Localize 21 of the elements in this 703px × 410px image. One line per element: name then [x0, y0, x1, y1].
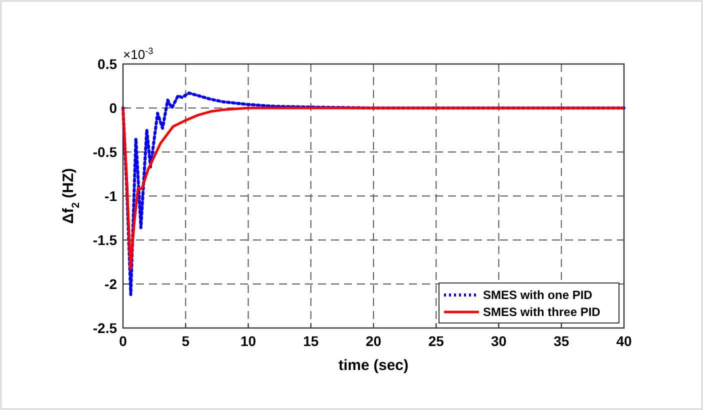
line-series	[122, 106, 626, 270]
x-axis-title: time (sec)	[338, 357, 409, 374]
y-tick-label: 0	[109, 100, 118, 116]
x-tick-label: 40	[616, 333, 632, 349]
y-tick-label: -1.5	[92, 232, 118, 248]
y-tick-label: -2.5	[92, 320, 118, 336]
x-tick-label: 0	[119, 333, 128, 349]
y-tick-label: 0.5	[98, 56, 118, 72]
y-tick-label: -1	[104, 188, 118, 204]
legend-label: SMES with one PID	[483, 288, 593, 302]
y-tick-label: -0.5	[92, 144, 118, 160]
x-tick-label: 30	[490, 333, 507, 349]
x-tick-label: 5	[182, 333, 190, 349]
x-tick-label: 20	[366, 333, 382, 349]
x-tick-label: 25	[428, 333, 444, 349]
x-tick-label: 35	[554, 333, 570, 349]
legend-label: SMES with three PID	[483, 305, 601, 319]
x-tick-label: 15	[303, 333, 319, 349]
x-tick-label: 10	[240, 333, 256, 349]
y-tick-label: -2	[104, 276, 118, 292]
text: ×10$^{-3}$	[123, 46, 154, 62]
